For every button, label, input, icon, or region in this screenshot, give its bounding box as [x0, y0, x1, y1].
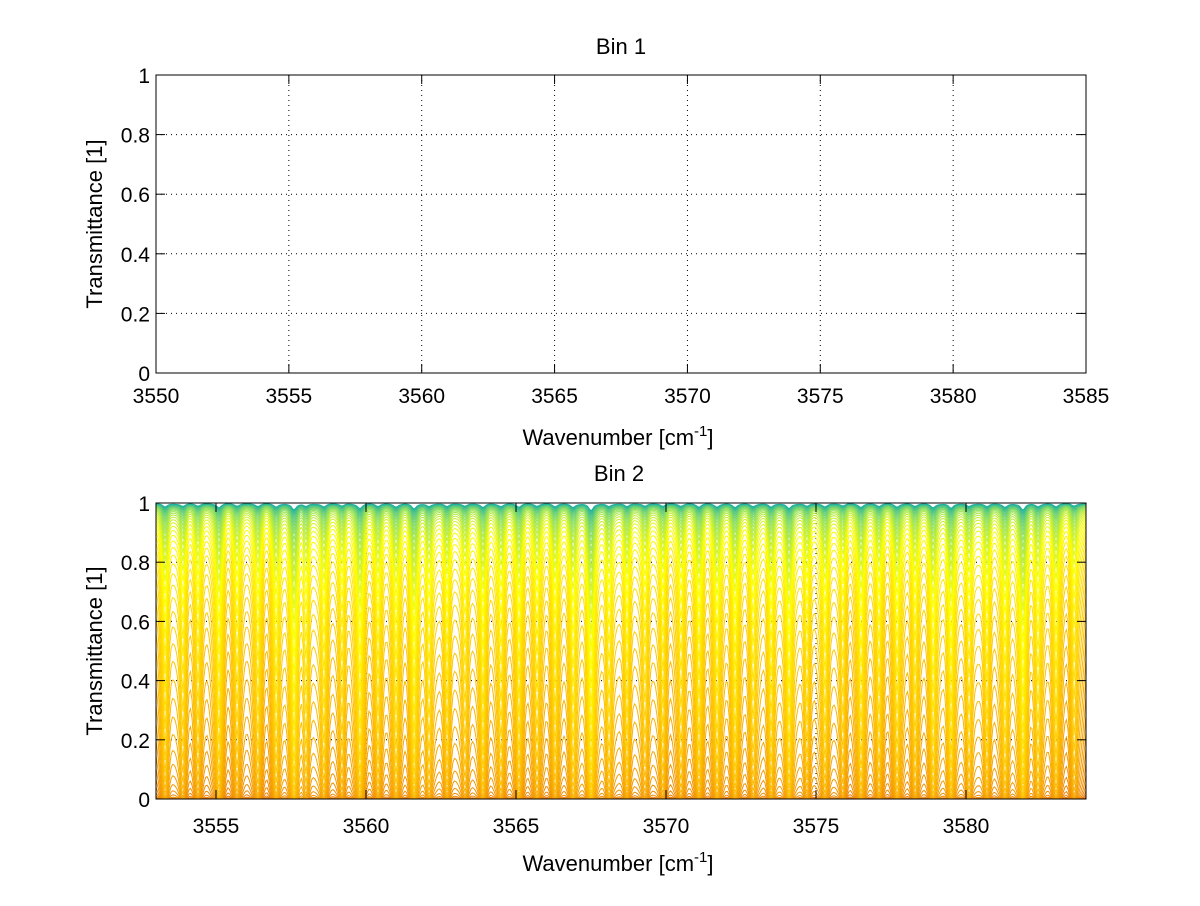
x-tick-label: 3570: [664, 385, 711, 408]
subplot-2-title: Bin 2: [594, 461, 644, 486]
subplot-2-x-axis-label-exponent: -1: [694, 849, 707, 866]
x-tick-label: 3575: [793, 815, 840, 838]
y-tick-label: 0.2: [121, 303, 150, 326]
y-tick-label: 0.8: [121, 552, 150, 575]
x-tick-label: 3555: [193, 815, 240, 838]
subplot-1-x-tick-labels: 3550 3555 3560 3565 3570 3575 3580 3585: [133, 385, 1110, 408]
subplot-1-x-axis-label-end: ]: [707, 425, 713, 450]
x-tick-label: 3550: [133, 385, 180, 408]
x-tick-label: 3585: [1063, 385, 1110, 408]
subplot-1-title: Bin 1: [596, 34, 646, 59]
x-tick-label: 3555: [265, 385, 312, 408]
y-tick-label: 0.6: [121, 184, 150, 207]
x-tick-label: 3570: [643, 815, 690, 838]
y-tick-label: 1: [138, 65, 150, 88]
y-tick-label: 0.4: [121, 244, 151, 267]
y-tick-label: 0: [138, 363, 150, 386]
x-tick-label: 3565: [531, 385, 578, 408]
subplot-2-y-axis-label: Transmittance [1]: [82, 566, 107, 735]
x-tick-label: 3580: [930, 385, 977, 408]
subplot-1-axes-box: [156, 75, 1086, 373]
subplot-1-grid: [156, 75, 1086, 373]
x-tick-label: 3580: [943, 815, 990, 838]
x-tick-label: 3560: [398, 385, 445, 408]
subplot-2-x-tick-labels: 3555 3560 3565 3570 3575 3580: [193, 815, 990, 838]
x-tick-label: 3565: [493, 815, 540, 838]
y-tick-label: 0.2: [121, 730, 150, 753]
subplot-2-x-axis-label-end: ]: [707, 851, 713, 876]
y-tick-label: 0.6: [121, 611, 150, 634]
subplot-bin-2: Bin 2 3555 3560 3565 3570 3575 3580 0 0.2 0.4 0.…: [82, 461, 1086, 876]
y-tick-label: 0.4: [121, 671, 151, 694]
subplot-2-y-tick-labels: 0 0.2 0.4 0.6 0.8 1: [121, 493, 151, 812]
subplot-1-y-axis-label: Transmittance [1]: [82, 139, 107, 308]
x-tick-label: 3575: [797, 385, 844, 408]
subplot-1-x-axis-label-main: Wavenumber [cm: [522, 425, 694, 450]
subplot-1-ticks: [156, 75, 1086, 373]
y-tick-label: 1: [138, 493, 150, 516]
subplot-1-x-axis-label-exponent: -1: [694, 423, 707, 440]
subplot-2-x-axis-label-main: Wavenumber [cm: [522, 851, 694, 876]
subplot-1-y-tick-labels: 0 0.2 0.4 0.6 0.8 1: [121, 65, 151, 386]
subplot-1-x-axis-label: Wavenumber [cm-1]: [522, 423, 713, 450]
y-tick-label: 0: [138, 789, 150, 812]
subplot-bin-1: Bin 1 3550 3555 3560 3565 3570 3575 3580 3585 0…: [82, 34, 1109, 450]
subplot-2-series-group: [156, 504, 1086, 799]
x-tick-label: 3560: [343, 815, 390, 838]
subplot-2-x-axis-label: Wavenumber [cm-1]: [522, 849, 713, 876]
y-tick-label: 0.8: [121, 125, 150, 148]
